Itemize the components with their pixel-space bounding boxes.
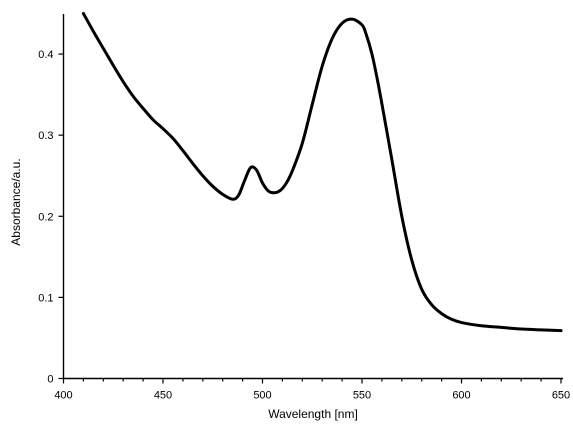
x-tick-label: 450 xyxy=(154,390,172,402)
y-tick-label: 0.3 xyxy=(38,130,53,142)
y-tick-label: 0.1 xyxy=(38,292,53,304)
y-axis-title: Absorbance/a.u. xyxy=(9,158,23,245)
series xyxy=(81,12,563,333)
ticks: 400 450 500 550 600 650 0 0.1 0.2 0.3 0.4 xyxy=(38,49,570,401)
x-tick-label: 550 xyxy=(353,390,371,402)
x-tick-label: 600 xyxy=(452,390,470,402)
y-tick-label: 0.4 xyxy=(38,49,53,61)
series-line-absorbance xyxy=(81,12,563,333)
y-tick-label: 0 xyxy=(47,374,53,386)
y-tick-label: 0.2 xyxy=(38,211,53,223)
x-tick-label: 500 xyxy=(253,390,271,402)
x-axis-title: Wavelength [nm] xyxy=(268,407,358,421)
x-tick-label: 400 xyxy=(54,390,72,402)
x-tick-label: 650 xyxy=(552,390,570,402)
axes xyxy=(62,14,563,380)
